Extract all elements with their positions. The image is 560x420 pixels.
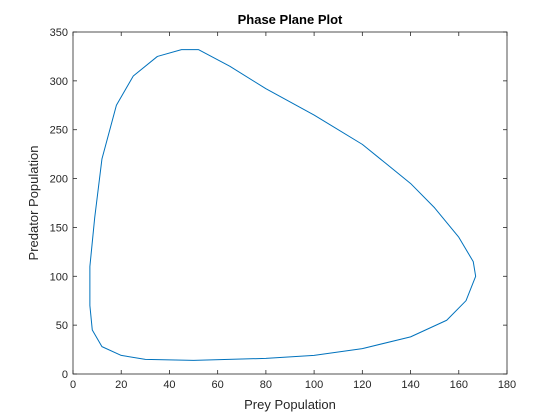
x-tick-label: 80 xyxy=(260,379,272,391)
x-tick-label: 140 xyxy=(401,379,419,391)
x-axis-label: Prey Population xyxy=(244,397,336,412)
y-tick-label: 0 xyxy=(62,369,68,381)
x-tick-label: 120 xyxy=(353,379,371,391)
data-line xyxy=(89,49,477,361)
x-tick-label: 20 xyxy=(115,379,127,391)
y-tick-label: 150 xyxy=(50,222,68,234)
x-tick-label: 100 xyxy=(305,379,323,391)
y-tick-label: 200 xyxy=(50,174,68,186)
y-tick-label: 250 xyxy=(50,125,68,137)
x-tick-label: 0 xyxy=(70,379,76,391)
y-tick-label: 350 xyxy=(50,27,68,39)
x-tick-label: 180 xyxy=(498,379,516,391)
y-tick-label: 100 xyxy=(50,271,68,283)
x-tick-label: 60 xyxy=(212,379,224,391)
y-axis-label: Predator Population xyxy=(26,146,41,261)
x-tick-label: 40 xyxy=(163,379,175,391)
x-tick-label: 160 xyxy=(450,379,468,391)
y-tick-label: 50 xyxy=(56,320,68,332)
chart-title: Phase Plane Plot xyxy=(238,12,343,27)
y-tick-label: 300 xyxy=(50,76,68,88)
plot-area xyxy=(72,31,508,375)
